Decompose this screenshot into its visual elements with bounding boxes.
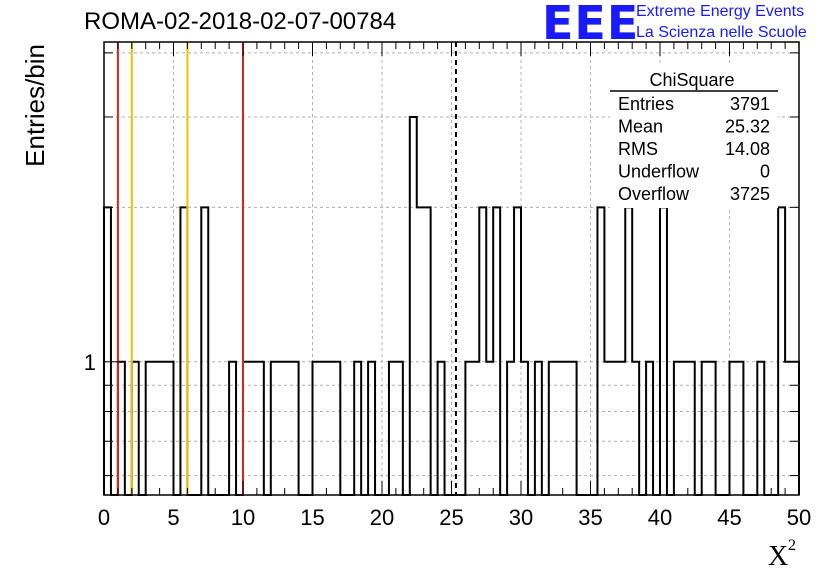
histogram-bin xyxy=(368,362,375,495)
histogram-bin xyxy=(702,362,709,495)
histogram-bin xyxy=(146,362,153,495)
histogram-bin xyxy=(646,362,653,495)
histogram-bin xyxy=(410,117,417,495)
histogram-bin xyxy=(709,362,716,495)
histogram-bin xyxy=(736,362,743,495)
histogram-bin xyxy=(674,362,681,495)
histogram-bin xyxy=(472,362,479,495)
histogram-bin xyxy=(132,362,139,495)
histogram-bin xyxy=(514,207,521,495)
histogram-bin xyxy=(507,362,514,495)
x-tick-label: 0 xyxy=(98,505,110,530)
histogram-bin xyxy=(778,207,785,495)
histogram-bin xyxy=(292,362,299,495)
x-tick-label: 10 xyxy=(231,505,255,530)
x-tick-label: 30 xyxy=(509,505,533,530)
logo-tagline-1: Extreme Energy Events xyxy=(636,3,805,20)
histogram-bin xyxy=(792,362,799,495)
histogram-bin xyxy=(257,362,264,495)
histogram-bin xyxy=(354,362,361,495)
histogram-bin xyxy=(556,362,563,495)
plot-title: ROMA-02-2018-02-07-00784 xyxy=(84,8,397,35)
x-tick-label: 25 xyxy=(439,505,463,530)
histogram-bin xyxy=(243,362,250,495)
x-tick-label: 15 xyxy=(300,505,324,530)
histogram-bin xyxy=(118,362,125,495)
stats-label: RMS xyxy=(618,139,658,159)
histogram-bin xyxy=(660,207,667,495)
histogram-bin xyxy=(424,207,431,495)
histogram-bin xyxy=(611,362,618,495)
x-tick-label: 45 xyxy=(717,505,741,530)
x-axis-label-superscript: 2 xyxy=(788,537,796,554)
y-tick-label: 1 xyxy=(84,350,96,375)
histogram-bin xyxy=(570,362,577,495)
histogram-bin xyxy=(417,207,424,495)
histogram-bin xyxy=(625,207,632,495)
stats-box xyxy=(610,66,778,208)
stats-value: 3725 xyxy=(730,184,770,204)
stats-label: Entries xyxy=(618,94,674,114)
histogram-bin xyxy=(486,362,493,495)
histogram-bin xyxy=(153,362,160,495)
logo-tagline-2: La Scienza nelle Scuole xyxy=(636,24,807,41)
histogram-bin xyxy=(313,362,320,495)
histogram-bin xyxy=(438,362,445,495)
x-tick-label: 35 xyxy=(578,505,602,530)
stats-label: Underflow xyxy=(618,162,700,182)
histogram-bin xyxy=(563,362,570,495)
histogram-bin xyxy=(549,362,556,495)
stats-label: Overflow xyxy=(618,184,690,204)
histogram-bin xyxy=(493,207,500,495)
x-tick-label: 40 xyxy=(648,505,672,530)
y-axis-label: Entries/bin xyxy=(20,44,50,167)
eee-logo: EEE xyxy=(542,0,640,50)
histogram-bin xyxy=(229,362,236,495)
histogram-bin xyxy=(285,362,292,495)
histogram-bin xyxy=(681,362,688,495)
histogram-bin xyxy=(180,207,187,495)
histogram-bin xyxy=(479,207,486,495)
histogram-bin xyxy=(688,362,695,495)
histogram-bin xyxy=(785,362,792,495)
x-tick-label: 20 xyxy=(370,505,394,530)
histogram-bin xyxy=(160,362,167,495)
histogram-bin xyxy=(757,362,764,495)
x-tick-label: 50 xyxy=(787,505,811,530)
x-tick-label: 5 xyxy=(167,505,179,530)
histogram-bin xyxy=(730,362,737,495)
histogram-bin xyxy=(632,362,639,495)
x-axis-label: X xyxy=(768,541,788,572)
histogram-bin xyxy=(250,362,257,495)
histogram-bin xyxy=(104,207,111,495)
histogram-bin xyxy=(201,207,208,495)
stats-value: 3791 xyxy=(730,94,770,114)
histogram-bin xyxy=(396,362,403,495)
stats-box-title: ChiSquare xyxy=(649,70,734,90)
histogram-bin xyxy=(278,362,285,495)
stats-value: 0 xyxy=(760,162,770,182)
histogram-bin xyxy=(535,362,542,495)
histogram-bin xyxy=(167,362,174,495)
histogram-bin xyxy=(597,207,604,495)
stats-value: 25.32 xyxy=(725,117,770,137)
histogram-bin xyxy=(618,362,625,495)
histogram-bin xyxy=(604,362,611,495)
histogram-bin xyxy=(326,362,333,495)
histogram-bin xyxy=(333,362,340,495)
histogram-bin xyxy=(389,362,396,495)
histogram-bin xyxy=(319,362,326,495)
stats-label: Mean xyxy=(618,117,663,137)
stats-value: 14.08 xyxy=(725,139,770,159)
histogram-bin xyxy=(521,362,528,495)
histogram-bin xyxy=(465,362,472,495)
histogram-bin xyxy=(271,362,278,495)
